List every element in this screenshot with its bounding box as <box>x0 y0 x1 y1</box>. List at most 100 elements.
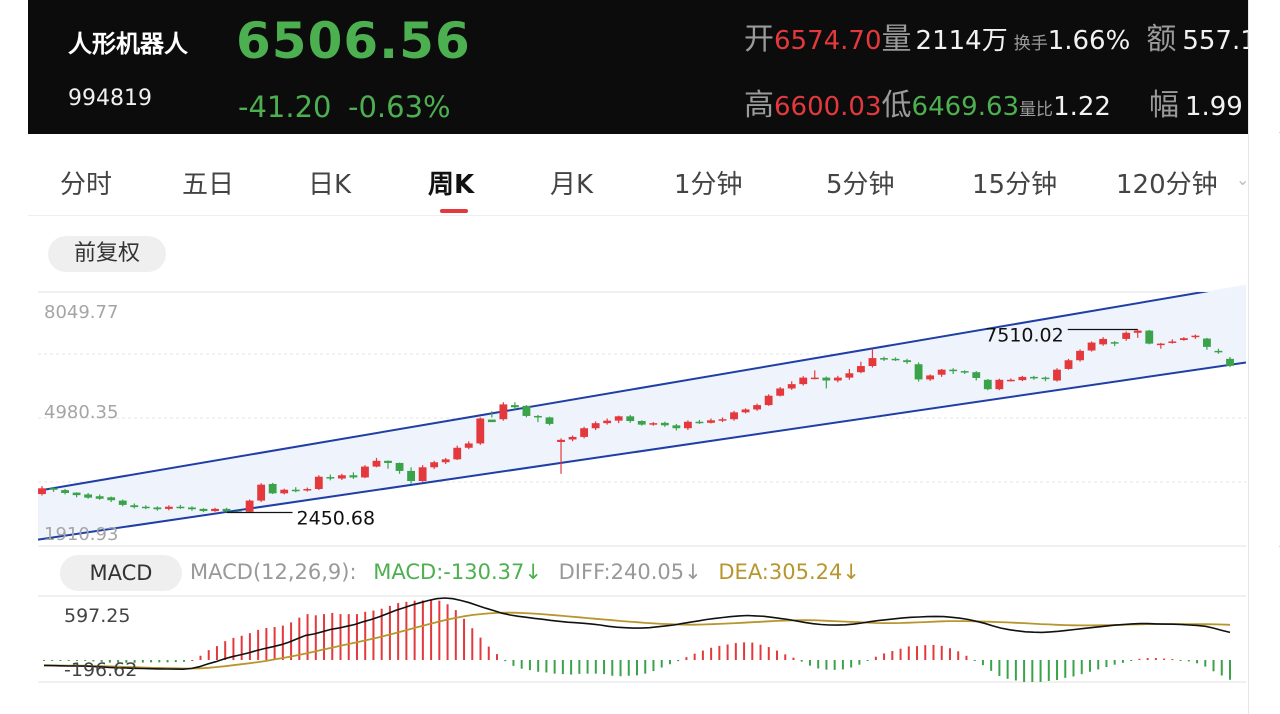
candle-body <box>361 466 369 478</box>
macd-histogram-bar <box>545 660 548 673</box>
candle-body <box>164 506 173 509</box>
macd-histogram-bar <box>133 660 136 663</box>
candle-body <box>430 462 439 468</box>
volume-ratio-label: 量比 <box>1019 100 1054 120</box>
candle-body <box>245 500 254 512</box>
candle-body <box>960 371 969 373</box>
macd-legend: MACD(12,26,9): MACD:-130.37↓ DIFF:240.05… <box>190 560 870 584</box>
candle-body <box>1226 358 1234 366</box>
macd-histogram-bar <box>561 660 564 675</box>
macd-histogram-bar <box>84 660 87 661</box>
right-margin <box>1248 0 1280 714</box>
macd-histogram-bar <box>1121 660 1124 663</box>
tab-monthly-k[interactable]: 月K <box>550 170 594 200</box>
last-price: 6506.56 <box>236 12 471 70</box>
macd-histogram-bar <box>981 660 984 666</box>
y-axis-label: 4980.35 <box>44 402 118 423</box>
tab-15-minute[interactable]: 15分钟 <box>972 170 1058 200</box>
tab-daily-k[interactable]: 日K <box>308 170 352 200</box>
macd-histogram-bar <box>891 651 894 660</box>
candle-body <box>1076 350 1084 361</box>
macd-histogram-bar <box>207 650 210 660</box>
candle-body <box>591 423 600 429</box>
candle-body <box>787 384 796 389</box>
turnover-label: 换手 <box>1013 34 1048 54</box>
macd-histogram-bar <box>248 633 251 660</box>
macd-histogram-bar <box>850 660 853 668</box>
tab-intraday[interactable]: 分时 <box>60 170 113 200</box>
macd-histogram-bar <box>553 660 556 674</box>
candle-body <box>1099 338 1108 345</box>
candle-body <box>291 489 300 492</box>
macd-histogram-bar <box>51 660 54 661</box>
tab-weekly-k[interactable]: 周K <box>428 170 475 200</box>
channel-lower-line <box>38 361 1246 541</box>
indicator-selector-button[interactable]: MACD <box>60 555 182 591</box>
macd-histogram-bar <box>520 660 523 669</box>
macd-histogram-bar <box>512 660 515 666</box>
macd-histogram-bar <box>75 660 78 661</box>
macd-histogram-bar <box>899 648 902 660</box>
active-tab-indicator <box>440 209 468 213</box>
kline-chart: 7510.02 2450.68 8049.77 4980.35 1910.93 597.2… <box>38 284 1246 683</box>
macd-histogram-bar <box>1072 660 1075 677</box>
macd-histogram-bar <box>948 648 951 660</box>
macd-histogram-bar <box>232 637 235 660</box>
macd-histogram-bar <box>380 608 383 660</box>
candle-body <box>95 496 104 499</box>
period-tabs: 分时 五日 日K 周K 月K 1分钟 5分钟 15分钟 120分钟 ⌄ <box>28 148 1250 216</box>
macd-histogram-bar <box>866 660 869 661</box>
macd-histogram-bar <box>1097 660 1100 670</box>
amplitude-label: 幅 <box>1148 88 1179 123</box>
candle-body <box>580 428 589 437</box>
candle-body <box>326 477 335 479</box>
macd-histogram-bar <box>495 654 498 660</box>
candle-body <box>372 460 381 467</box>
macd-histogram-bar <box>339 614 342 660</box>
tab-five-day[interactable]: 五日 <box>182 170 235 200</box>
candle-body <box>649 423 658 425</box>
macd-histogram-bar <box>1023 660 1026 682</box>
candle-body <box>949 369 958 372</box>
candle-body <box>107 497 116 501</box>
y-axis-label: 1910.93 <box>44 524 118 545</box>
macd-histogram-bar <box>1056 660 1059 680</box>
macd-histogram-bar <box>701 650 704 660</box>
macd-histogram-bar <box>1146 658 1149 660</box>
macd-histogram-bar <box>1039 660 1042 682</box>
left-margin <box>0 0 28 714</box>
candle-body <box>476 418 485 444</box>
macd-histogram-bar <box>718 645 721 660</box>
candle-body <box>614 416 623 421</box>
low-label: 低 <box>881 88 912 123</box>
candle-body <box>1156 343 1165 346</box>
candle-body <box>891 358 900 361</box>
candle-body <box>487 419 496 423</box>
candle-body <box>280 489 289 494</box>
macd-histogram-bar <box>800 660 803 662</box>
macd-histogram-bar <box>331 612 334 660</box>
macd-histogram-bar <box>108 660 111 663</box>
candle-body <box>418 467 427 482</box>
chevron-down-icon[interactable]: ⌄ <box>1236 170 1250 189</box>
macd-histogram-bar <box>776 650 779 660</box>
candle-body <box>395 462 404 471</box>
macd-histogram-bar <box>67 660 70 661</box>
candle-body <box>337 475 346 479</box>
candle-body <box>534 415 542 418</box>
candle-body <box>1110 342 1119 344</box>
macd-histogram-bar <box>611 660 614 676</box>
tab-1-minute[interactable]: 1分钟 <box>674 170 743 200</box>
tab-5-minute[interactable]: 5分钟 <box>826 170 895 200</box>
candle-body <box>522 405 531 416</box>
macd-histogram-bar <box>1047 660 1050 681</box>
macd-histogram-bar <box>759 644 762 660</box>
macd-histogram-bar <box>347 614 350 660</box>
dea-line <box>43 611 1231 670</box>
tab-120-minute[interactable]: 120分钟 <box>1116 170 1218 200</box>
candle-body <box>707 420 715 423</box>
adjust-mode-button[interactable]: 前复权 <box>48 236 166 272</box>
macd-histogram-bar <box>1088 660 1091 672</box>
macd-histogram-bar <box>1138 658 1141 660</box>
